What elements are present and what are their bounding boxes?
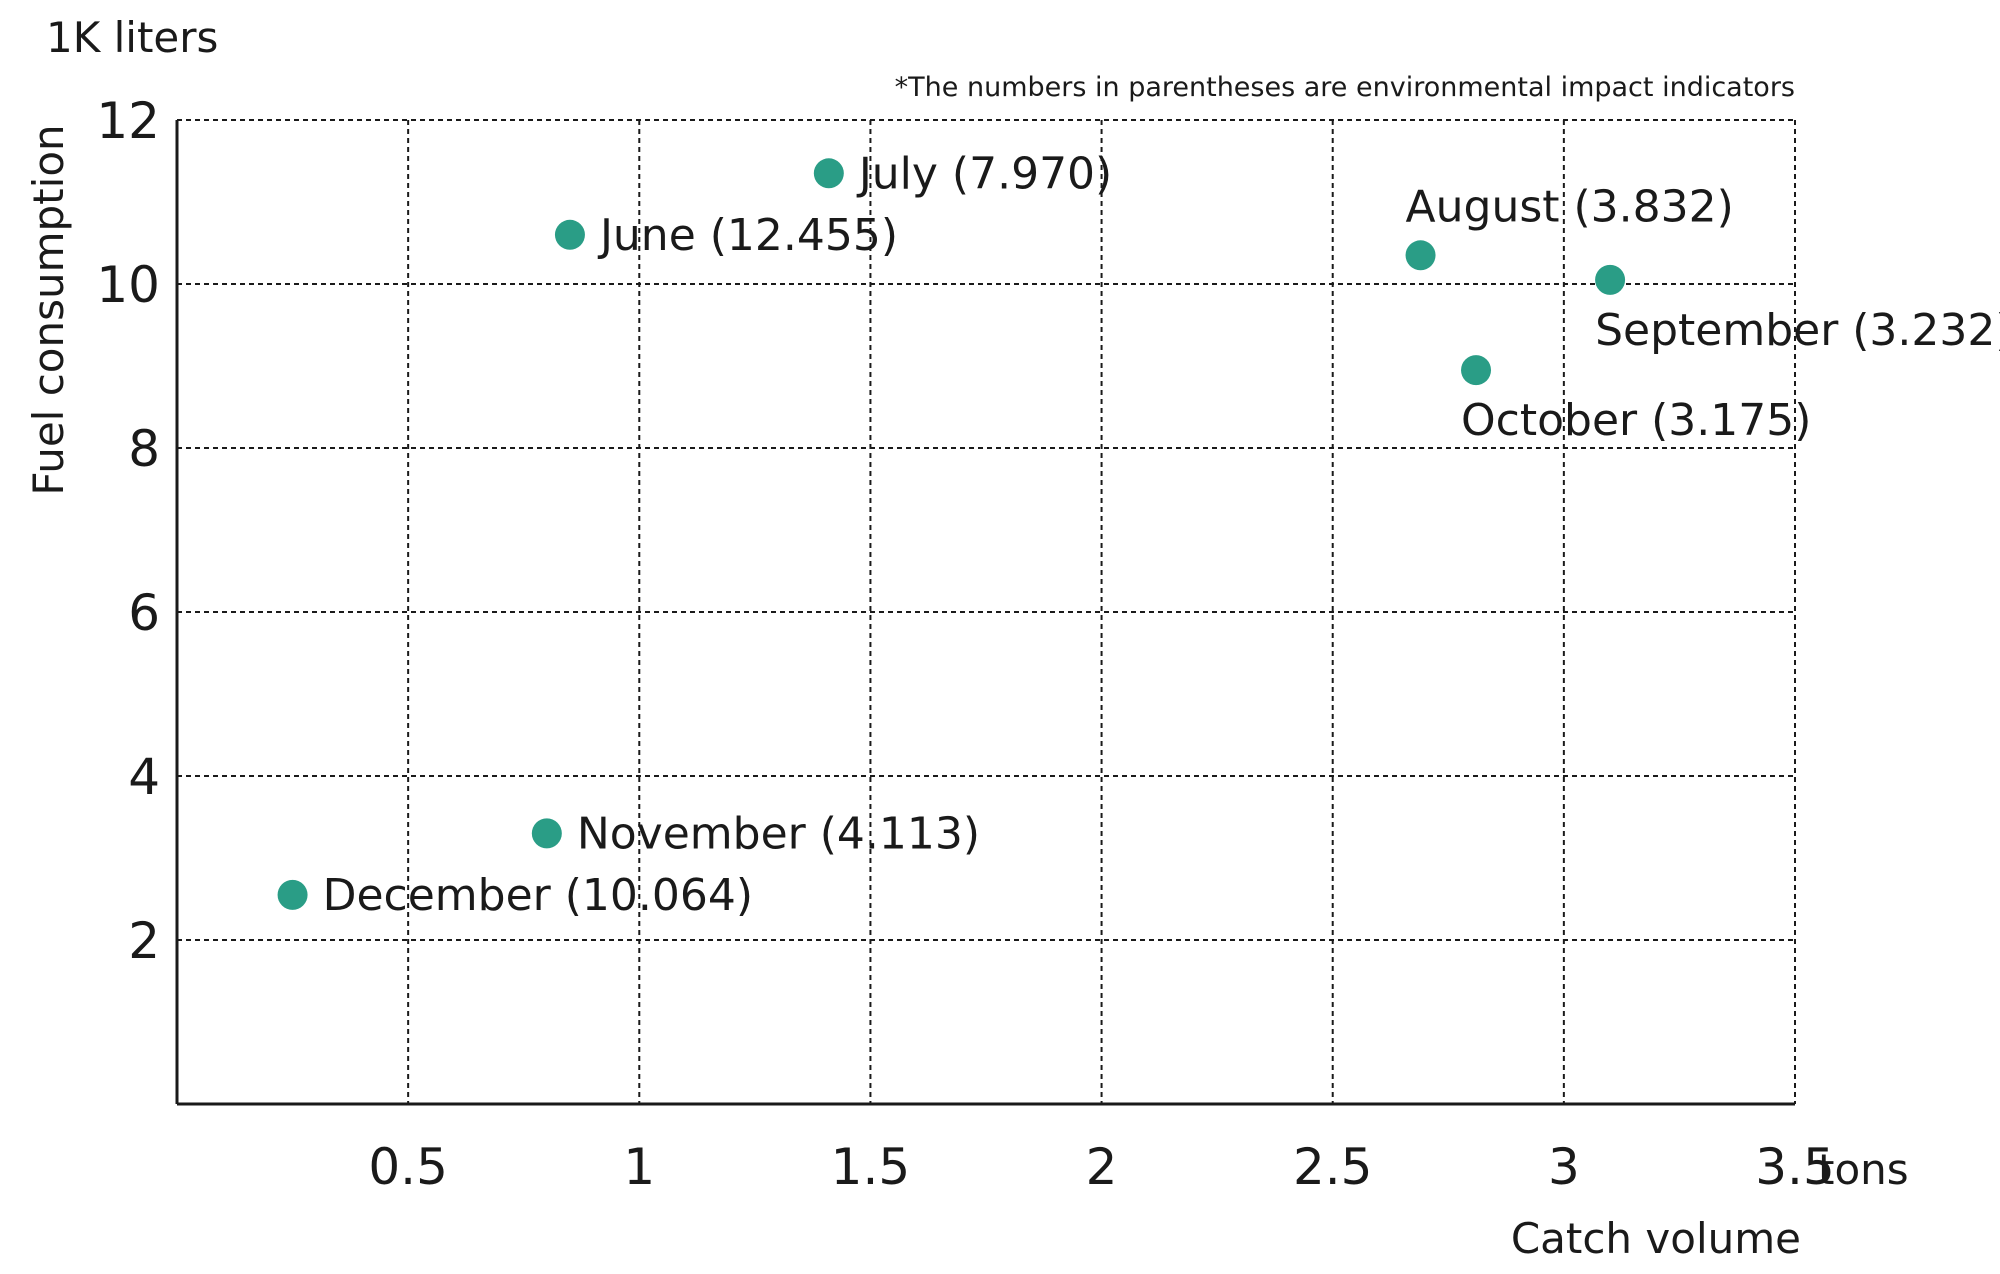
footnote: *The numbers in parentheses are environm… bbox=[895, 72, 1795, 103]
y-axis-title: Fuel consumption bbox=[24, 124, 73, 495]
y-tick-label: 4 bbox=[128, 748, 160, 806]
tick-labels: 0.5 1 1.5 2 2.5 3 3.5 2 4 6 8 10 12 bbox=[96, 92, 1834, 1196]
x-tick-label: 3 bbox=[1548, 1138, 1580, 1196]
point-label: September (3.232) bbox=[1595, 305, 2000, 356]
data-point bbox=[554, 219, 585, 250]
point-label: November (4.113) bbox=[577, 808, 980, 859]
data-point bbox=[1461, 355, 1492, 386]
x-axis-title: Catch volume bbox=[1511, 1214, 1801, 1263]
x-tick-label: 3.5 bbox=[1755, 1138, 1835, 1196]
y-tick-label: 12 bbox=[96, 92, 160, 150]
y-tick-label: 8 bbox=[128, 420, 160, 478]
x-tick-label: 2.5 bbox=[1293, 1138, 1373, 1196]
y-tick-label: 2 bbox=[128, 912, 160, 970]
x-unit-label: tons bbox=[1818, 1145, 1909, 1194]
grid bbox=[177, 119, 1796, 1104]
data-points: June (12.455) July (7.970) August (3.832) S… bbox=[277, 148, 2000, 921]
data-point bbox=[277, 879, 308, 910]
point-label: December (10.064) bbox=[323, 870, 753, 921]
x-tick-label: 2 bbox=[1086, 1138, 1118, 1196]
y-tick-label: 10 bbox=[96, 256, 160, 314]
point-label: August (3.832) bbox=[1406, 181, 1734, 232]
point-label: July (7.970) bbox=[856, 148, 1112, 199]
data-point bbox=[531, 818, 562, 849]
y-unit-label: 1K liters bbox=[46, 13, 218, 62]
data-point bbox=[1595, 264, 1626, 295]
x-tick-label: 0.5 bbox=[368, 1138, 448, 1196]
data-point bbox=[1405, 240, 1436, 271]
point-label: June (12.455) bbox=[597, 210, 898, 261]
data-point bbox=[813, 158, 844, 189]
x-tick-label: 1.5 bbox=[831, 1138, 911, 1196]
x-tick-label: 1 bbox=[623, 1138, 655, 1196]
y-tick-label: 6 bbox=[128, 584, 160, 642]
point-label: October (3.175) bbox=[1461, 395, 1811, 446]
